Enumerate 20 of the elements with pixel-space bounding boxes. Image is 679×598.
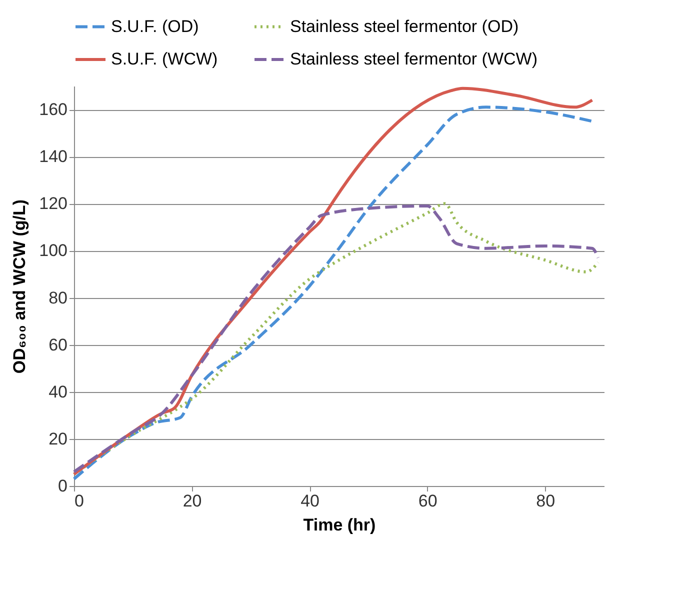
y-tick-label: 20: [48, 429, 68, 448]
y-tick-label: 40: [48, 382, 68, 402]
y-tick-label: 140: [39, 147, 68, 166]
legend-label: S.U.F. (WCW): [111, 50, 218, 68]
y-tick-label: 120: [39, 194, 68, 214]
y-axis-title: OD₆₀₀ and WCW (g/L): [10, 199, 30, 374]
x-tick-label: 40: [300, 492, 320, 510]
x-tick-label: 20: [182, 492, 202, 510]
legend-label: Stainless steel fermentor (OD): [290, 16, 519, 36]
y-tick-label: 100: [39, 241, 68, 260]
legend-label: S.U.F. (OD): [111, 16, 199, 36]
y-tick-label: 160: [39, 100, 68, 120]
x-tick-label: 60: [418, 492, 438, 510]
legend-label: Stainless steel fermentor (WCW): [290, 50, 538, 68]
x-axis-title: Time (hr): [303, 516, 376, 534]
y-tick-label: 0: [58, 476, 68, 496]
y-tick-label: 80: [48, 288, 68, 308]
x-tick-label: 80: [536, 492, 556, 510]
y-tick-label: 60: [48, 335, 68, 354]
x-tick-label: 0: [74, 492, 84, 510]
